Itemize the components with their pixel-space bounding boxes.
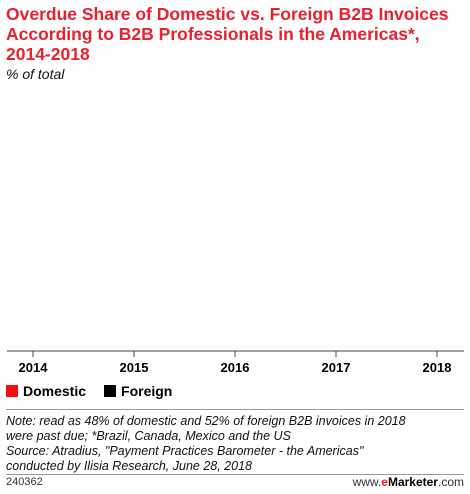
brand-e: e xyxy=(381,475,388,489)
chart-notes: Note: read as 48% of domestic and 52% of… xyxy=(6,414,466,474)
site-suffix: .com xyxy=(437,475,464,489)
legend-swatch-foreign xyxy=(104,385,117,397)
x-tick-label: 2015 xyxy=(120,360,149,375)
notes-divider xyxy=(6,409,464,410)
note-line: conducted by Ilisia Research, June 28, 2… xyxy=(6,459,252,473)
legend-label-domestic: Domestic xyxy=(23,383,87,399)
chart-title-line: 2014-2018 xyxy=(6,44,90,64)
chart-title-line: According to B2B Professionals in the Am… xyxy=(6,24,420,44)
x-tick-label: 2018 xyxy=(423,360,452,375)
line-chart: 2014201520162017201843%46%47%46%48%43%49… xyxy=(7,350,464,375)
legend-label-foreign: Foreign xyxy=(121,383,173,399)
x-tick-label: 2017 xyxy=(322,360,351,375)
chart-subtitle: % of total xyxy=(6,66,65,82)
chart-id: 240362 xyxy=(6,476,43,488)
note-line: were past due; *Brazil, Canada, Mexico a… xyxy=(6,429,291,443)
footer-divider xyxy=(6,474,464,475)
x-tick-label: 2016 xyxy=(221,360,250,375)
brand-name: Marketer xyxy=(387,475,438,489)
legend-item-foreign: Foreign xyxy=(104,383,172,399)
x-tick-label: 2014 xyxy=(19,360,49,375)
legend-item-domestic: Domestic xyxy=(6,383,86,399)
note-line: Note: read as 48% of domestic and 52% of… xyxy=(6,414,406,428)
legend-swatch-domestic xyxy=(6,385,18,397)
site-prefix: www. xyxy=(352,475,382,489)
chart-title: Overdue Share of Domestic vs. Foreign B2… xyxy=(6,4,466,64)
chart-legend: Domestic Foreign xyxy=(6,382,190,400)
chart-title-line: Overdue Share of Domestic vs. Foreign B2… xyxy=(6,4,449,24)
note-line: Source: Atradius, "Payment Practices Bar… xyxy=(6,444,364,458)
site-link[interactable]: www.eMarketer.com xyxy=(353,475,464,489)
